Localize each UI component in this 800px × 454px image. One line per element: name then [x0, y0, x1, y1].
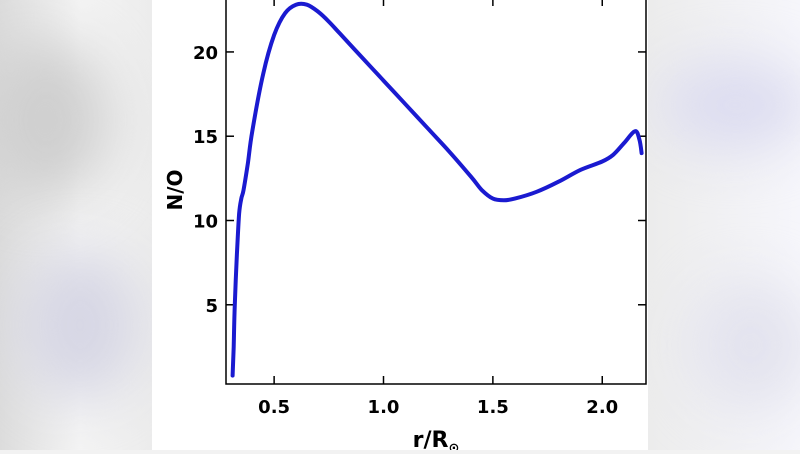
chart: 0.5 1.0 1.5 2.0 5 10 15 20 r/R⊙ N/O [163, 0, 647, 454]
x-tick-label: 1.5 [477, 397, 509, 418]
x-tick-label: 2.0 [586, 397, 618, 418]
x-axis-label: r/R⊙ [413, 428, 460, 450]
x-tick-label: 0.5 [258, 397, 290, 418]
plot-frame [225, 0, 647, 385]
y-tick-label: 10 [193, 211, 218, 232]
y-tick-label: 20 [193, 43, 218, 64]
y-tick-label: 5 [205, 296, 218, 317]
x-axis-ticks: 0.5 1.0 1.5 2.0 [258, 0, 618, 418]
series-line [230, 1, 644, 378]
chart-panel: 0.5 1.0 1.5 2.0 5 10 15 20 r/R⊙ N/O [152, 0, 648, 454]
y-axis-ticks: 5 10 15 20 [193, 43, 646, 317]
x-tick-label: 1.0 [368, 397, 400, 418]
y-axis-label: N/O [163, 169, 187, 210]
y-tick-label: 15 [193, 127, 218, 148]
